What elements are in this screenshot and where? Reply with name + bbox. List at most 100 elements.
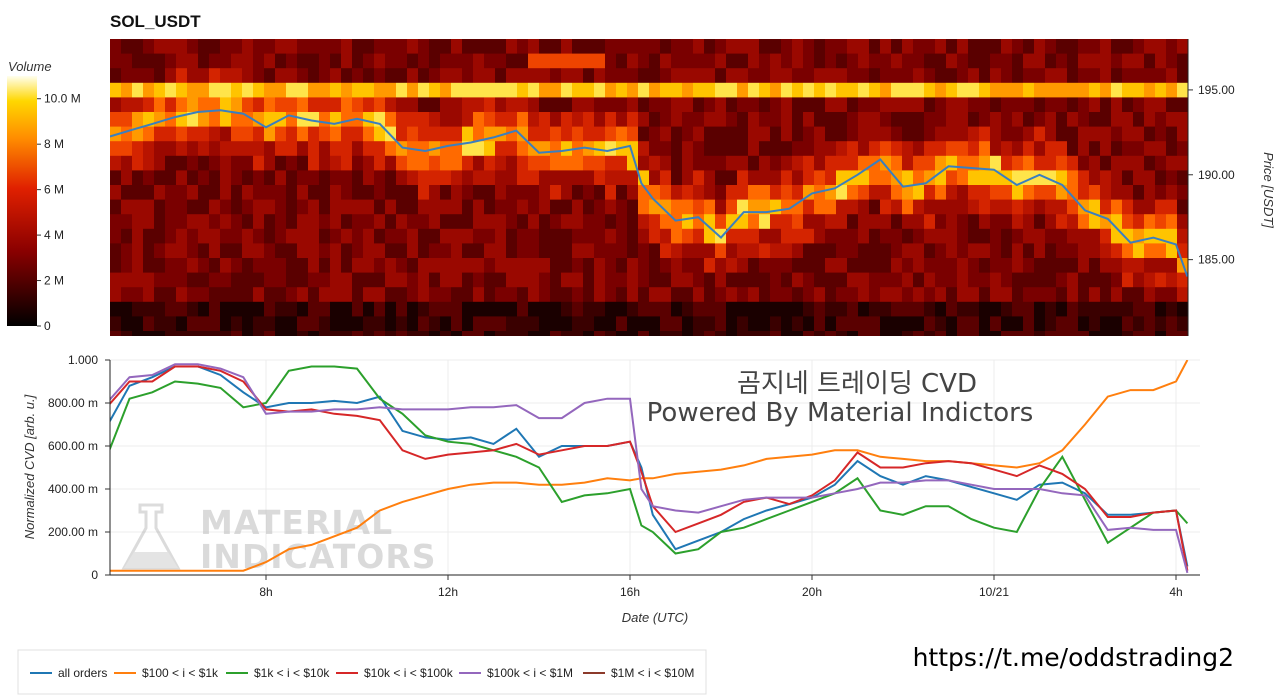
heatmap-cell bbox=[902, 331, 914, 336]
heatmap-cell bbox=[957, 316, 969, 332]
heatmap-cell bbox=[220, 199, 232, 215]
heatmap-cell bbox=[1100, 53, 1112, 69]
heatmap-cell bbox=[528, 97, 540, 113]
heatmap-cell bbox=[770, 214, 782, 230]
heatmap-cell bbox=[396, 185, 408, 201]
heatmap-cell bbox=[693, 53, 705, 69]
heatmap-cell bbox=[792, 258, 804, 274]
heatmap-cell bbox=[1166, 82, 1178, 98]
heatmap-cell bbox=[231, 287, 243, 303]
heatmap-cell bbox=[748, 155, 760, 171]
heatmap-cell bbox=[649, 126, 661, 142]
heatmap-cell bbox=[286, 185, 298, 201]
heatmap-cell bbox=[1034, 331, 1046, 336]
heatmap-cell bbox=[1177, 185, 1188, 201]
heatmap-cell bbox=[836, 68, 848, 84]
heatmap-cell bbox=[495, 185, 507, 201]
heatmap-cell bbox=[1100, 155, 1112, 171]
heatmap-cell bbox=[869, 243, 881, 259]
heatmap-cell bbox=[968, 39, 980, 55]
heatmap-cell bbox=[858, 272, 870, 288]
heatmap-cell bbox=[198, 68, 210, 84]
heatmap-cell bbox=[418, 301, 430, 317]
heatmap-cell bbox=[165, 141, 177, 157]
legend-item-label[interactable]: $10k < i < $100k bbox=[364, 666, 454, 680]
heatmap-cell bbox=[957, 126, 969, 142]
legend-item-label[interactable]: $1k < i < $10k bbox=[254, 666, 330, 680]
heatmap-cell bbox=[1144, 68, 1156, 84]
heatmap-cell bbox=[1023, 53, 1035, 69]
heatmap-cell bbox=[1155, 68, 1167, 84]
heatmap-cell bbox=[1133, 155, 1145, 171]
heatmap-cell bbox=[616, 214, 628, 230]
heatmap-cell bbox=[253, 272, 265, 288]
heatmap-cell bbox=[440, 258, 452, 274]
heatmap-cell bbox=[209, 258, 221, 274]
heatmap-cell bbox=[517, 82, 529, 98]
heatmap-cell bbox=[176, 287, 188, 303]
legend-item-label[interactable]: $1M < i < $10M bbox=[611, 666, 694, 680]
heatmap-cell bbox=[110, 68, 122, 84]
heatmap-cell bbox=[110, 331, 122, 336]
heatmap-cell bbox=[627, 228, 639, 244]
heatmap-cell bbox=[979, 316, 991, 332]
heatmap-cell bbox=[264, 316, 276, 332]
heatmap-cell bbox=[1177, 170, 1188, 186]
heatmap-cell bbox=[748, 228, 760, 244]
heatmap-cell bbox=[594, 301, 606, 317]
heatmap-cell bbox=[1133, 199, 1145, 215]
legend-item-label[interactable]: all orders bbox=[58, 666, 107, 680]
heatmap-cell bbox=[1078, 68, 1090, 84]
cvd-series-group bbox=[110, 360, 1189, 574]
heatmap-cell bbox=[671, 112, 683, 128]
heatmap-cell bbox=[847, 126, 859, 142]
heatmap-cell bbox=[627, 155, 639, 171]
heatmap-cell bbox=[682, 214, 694, 230]
heatmap-cell bbox=[990, 126, 1002, 142]
heatmap-cell bbox=[858, 228, 870, 244]
heatmap-cell bbox=[110, 316, 122, 332]
heatmap-cell bbox=[858, 53, 870, 69]
heatmap-cell bbox=[1056, 214, 1068, 230]
heatmap-cell bbox=[682, 301, 694, 317]
heatmap-cell bbox=[297, 316, 309, 332]
heatmap-cell bbox=[605, 272, 617, 288]
heatmap-cell bbox=[440, 126, 452, 142]
colorbar-tick-label: 6 M bbox=[44, 183, 64, 197]
heatmap-cell bbox=[451, 316, 463, 332]
heatmap-cell bbox=[759, 301, 771, 317]
heatmap-cell bbox=[814, 301, 826, 317]
heatmap-cell bbox=[979, 82, 991, 98]
legend-item-label[interactable]: $100k < i < $1M bbox=[487, 666, 573, 680]
heatmap-cell bbox=[605, 258, 617, 274]
heatmap-cell bbox=[770, 243, 782, 259]
heatmap-cell bbox=[803, 53, 815, 69]
material-indicators-watermark bbox=[121, 503, 181, 570]
heatmap-cell bbox=[561, 243, 573, 259]
heatmap-cell bbox=[132, 199, 144, 215]
heatmap-cell bbox=[253, 155, 265, 171]
heatmap-cell bbox=[660, 331, 672, 336]
heatmap-cell bbox=[649, 272, 661, 288]
heatmap-cell bbox=[418, 258, 430, 274]
heatmap-cell bbox=[242, 112, 254, 128]
heatmap-cell bbox=[385, 112, 397, 128]
heatmap-cell bbox=[583, 243, 595, 259]
heatmap-cell bbox=[132, 214, 144, 230]
heatmap-cell bbox=[1111, 126, 1123, 142]
footer-url[interactable]: https://t.me/oddstrading2 bbox=[913, 643, 1234, 672]
heatmap-cell bbox=[891, 331, 903, 336]
heatmap-cell bbox=[308, 97, 320, 113]
heatmap-cell bbox=[374, 243, 386, 259]
heatmap-cell bbox=[935, 82, 947, 98]
heatmap-cell bbox=[1067, 82, 1079, 98]
heatmap-cell bbox=[550, 199, 562, 215]
heatmap-cell bbox=[957, 170, 969, 186]
heatmap-cell bbox=[1144, 199, 1156, 215]
heatmap-cell bbox=[979, 214, 991, 230]
legend-item-label[interactable]: $100 < i < $1k bbox=[142, 666, 219, 680]
heatmap-cell bbox=[330, 272, 342, 288]
heatmap-cell bbox=[484, 53, 496, 69]
heatmap-cell bbox=[440, 287, 452, 303]
heatmap-cell bbox=[143, 228, 155, 244]
